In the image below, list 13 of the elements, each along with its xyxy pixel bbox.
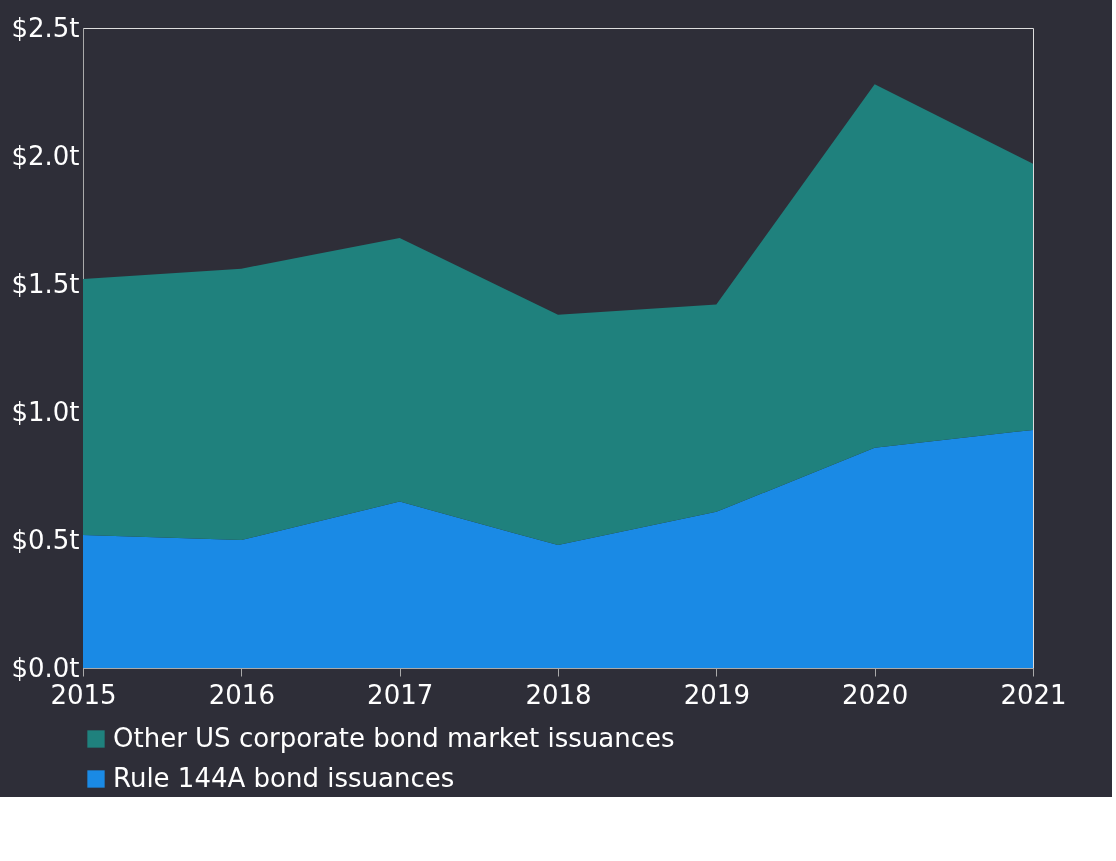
x-tick-label: 2016 (208, 679, 275, 710)
x-tick-label: 2020 (842, 679, 909, 710)
legend-label: Rule 144A bond issuances (113, 763, 455, 793)
x-tick-label: 2019 (683, 679, 750, 710)
x-tick-label: 2021 (1000, 679, 1067, 710)
x-tick-label: 2018 (525, 679, 592, 710)
y-tick-label: $0.5t (11, 524, 80, 555)
legend-label: Other US corporate bond market issuances (113, 723, 675, 753)
y-tick-label: $2.0t (11, 140, 80, 171)
y-tick-label: $2.5t (11, 12, 80, 43)
y-tick-label: $1.0t (11, 396, 80, 427)
y-tick-label: $1.5t (11, 268, 80, 299)
x-tick-label: 2017 (367, 679, 434, 710)
